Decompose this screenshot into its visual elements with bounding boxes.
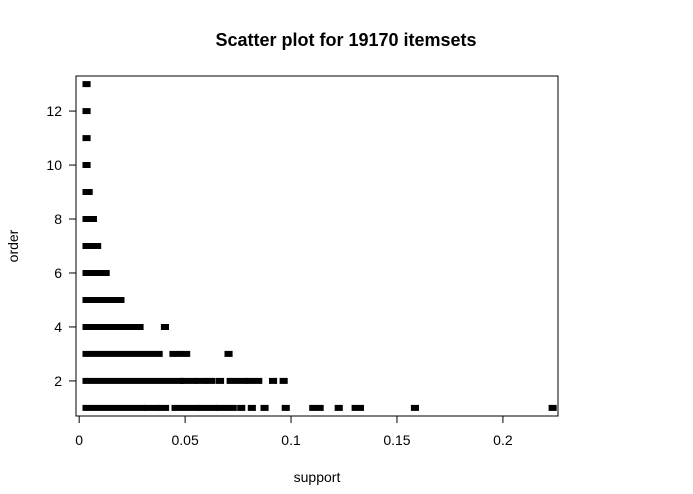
point-group-order-2 xyxy=(269,377,278,384)
x-tick-label: 0.05 xyxy=(171,432,198,448)
y-tick-label: 4 xyxy=(54,319,62,335)
y-axis-label: order xyxy=(5,229,21,262)
point-group-order-3 xyxy=(169,350,191,357)
point-group-order-4 xyxy=(82,324,144,330)
x-axis: 0 0.05 0.1 0.15 0.2 xyxy=(75,415,513,448)
x-tick-label: 0.1 xyxy=(281,432,301,448)
y-tick-label: 2 xyxy=(54,373,62,389)
point-group-order-1 xyxy=(156,404,170,411)
point-group-order-6 xyxy=(82,270,110,276)
point-group-order-1 xyxy=(351,404,364,411)
point-group-order-1 xyxy=(171,404,199,411)
point-group-order-5 xyxy=(82,297,125,303)
point-group-order-1 xyxy=(216,404,237,411)
point-group-order-1 xyxy=(410,404,419,411)
point-group-order-2 xyxy=(180,377,197,384)
x-tick-label: 0.2 xyxy=(493,432,513,448)
x-axis-label: support xyxy=(294,469,341,485)
data-points xyxy=(82,81,557,411)
point-group-order-1 xyxy=(260,404,269,411)
y-tick-label: 12 xyxy=(46,103,62,119)
x-tick-label: 0.15 xyxy=(383,432,410,448)
point-group-order-10 xyxy=(82,162,91,168)
point-group-order-1 xyxy=(82,404,146,411)
point-group-order-8 xyxy=(82,216,97,222)
point-group-order-1 xyxy=(309,404,324,411)
y-axis: 2 4 6 8 10 12 xyxy=(46,103,77,389)
point-group-order-3 xyxy=(82,350,163,357)
point-group-order-1 xyxy=(334,404,343,411)
point-group-order-1 xyxy=(281,404,290,411)
point-group-order-1 xyxy=(548,404,557,411)
plot-frame xyxy=(75,75,559,417)
point-group-order-2 xyxy=(82,377,184,384)
point-group-order-2 xyxy=(279,377,288,384)
y-tick-label: 8 xyxy=(54,211,62,227)
point-group-order-3 xyxy=(224,350,233,357)
y-tick-label: 10 xyxy=(46,157,62,173)
point-group-order-2 xyxy=(226,377,248,384)
y-tick-label: 6 xyxy=(54,265,62,281)
point-group-order-11 xyxy=(82,135,91,142)
point-group-order-2 xyxy=(194,377,208,384)
point-group-order-1 xyxy=(247,404,256,411)
point-group-order-12 xyxy=(82,108,91,115)
point-group-order-1 xyxy=(237,404,246,411)
point-group-order-13 xyxy=(82,81,91,88)
point-group-order-1 xyxy=(144,404,159,411)
x-tick-label: 0 xyxy=(75,432,83,448)
point-group-order-9 xyxy=(82,189,93,195)
point-group-order-2 xyxy=(205,377,216,384)
point-group-order-2 xyxy=(245,377,263,384)
point-group-order-7 xyxy=(82,243,102,249)
chart-title: Scatter plot for 19170 itemsets xyxy=(215,30,476,50)
point-group-order-4 xyxy=(160,324,169,330)
point-group-order-2 xyxy=(216,377,225,384)
point-group-order-1 xyxy=(196,404,218,411)
